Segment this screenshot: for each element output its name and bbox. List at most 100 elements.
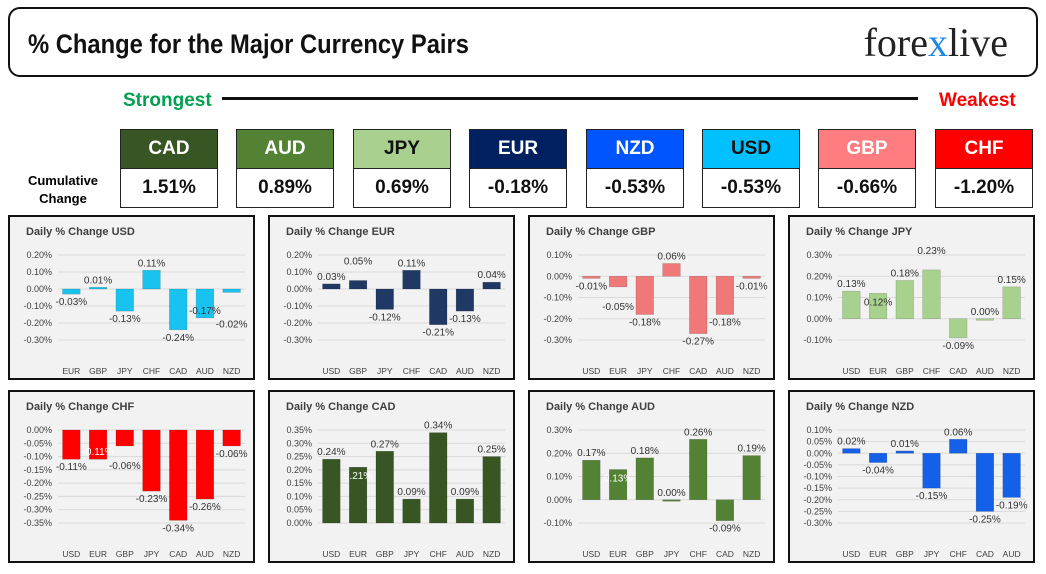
y-tick-label: -0.20%: [283, 318, 312, 328]
x-tick-label: CHF: [923, 366, 940, 376]
x-tick-label: JPY: [144, 549, 160, 559]
x-tick-label: JPY: [924, 549, 940, 559]
chart-gbp: Daily % Change GBP 0.10% 0.00% -0.10% -0.20%…: [528, 215, 775, 380]
x-tick-label: CAD: [429, 366, 447, 376]
chart-title: Daily % Change CAD: [286, 401, 395, 413]
y-tick-label: 0.20%: [806, 271, 832, 281]
cumulative-value: 0.89%: [236, 169, 334, 208]
bar-chf: [689, 439, 708, 500]
data-label: -0.02%: [216, 319, 248, 330]
y-tick-label: -0.25%: [23, 491, 52, 501]
bar-eur: [869, 453, 888, 463]
bar-gbp: [115, 429, 134, 447]
chart-title: Daily % Change NZD: [806, 401, 914, 413]
x-tick-label: EUR: [869, 366, 887, 376]
weakest-label: Weakest: [939, 90, 1016, 111]
y-tick-label: -0.20%: [23, 318, 52, 328]
y-tick-label: -0.20%: [23, 478, 52, 488]
x-tick-label: CHF: [663, 366, 680, 376]
y-tick-label: 0.05%: [806, 437, 832, 447]
bar-cad: [689, 276, 708, 334]
y-tick-label: 0.10%: [806, 293, 832, 303]
bar-aud: [1002, 453, 1021, 498]
y-tick-label: -0.30%: [803, 518, 832, 528]
y-tick-label: 0.20%: [26, 250, 52, 260]
x-tick-label: NZD: [483, 549, 500, 559]
currency-box-cad: CAD 1.51%: [120, 129, 218, 208]
currency-box-eur: EUR -0.18%: [469, 129, 567, 208]
y-tick-label: 0.00%: [806, 448, 832, 458]
data-label: -0.25%: [969, 514, 1001, 525]
y-tick-label: 0.10%: [286, 491, 312, 501]
x-tick-label: GBP: [896, 366, 914, 376]
y-tick-label: 0.00%: [286, 518, 312, 528]
bar-cad: [169, 288, 188, 331]
bar-jpy: [662, 499, 681, 502]
cumulative-change-label: Cumulative Change: [27, 173, 99, 206]
y-tick-label: -0.25%: [803, 506, 832, 516]
page-title: % Change for the Major Currency Pairs: [28, 29, 469, 59]
y-tick-label: -0.10%: [803, 335, 832, 345]
bar-eur: [609, 276, 628, 288]
data-label: -0.12%: [369, 312, 401, 323]
chart-title: Daily % Change CHF: [26, 401, 134, 413]
bar-chf: [922, 269, 941, 319]
y-tick-label: 0.30%: [806, 250, 832, 260]
x-tick-label: USD: [62, 549, 80, 559]
bar-gbp: [349, 280, 368, 290]
y-tick-label: -0.15%: [23, 465, 52, 475]
y-tick-label: 0.15%: [286, 478, 312, 488]
y-tick-label: -0.10%: [543, 518, 572, 528]
bar-aud: [195, 429, 214, 500]
forexlive-logo: forexlive: [863, 20, 1008, 65]
bar-usd: [322, 458, 341, 524]
bar-usd: [62, 429, 81, 460]
y-tick-label: -0.30%: [543, 335, 572, 345]
x-tick-label: CAD: [976, 549, 994, 559]
data-label: -0.21%: [422, 328, 454, 339]
x-tick-label: CHF: [143, 366, 160, 376]
data-label: 0.00%: [657, 488, 685, 499]
x-tick-label: USD: [842, 549, 860, 559]
x-tick-label: EUR: [609, 366, 627, 376]
data-label: 0.15%: [997, 275, 1025, 286]
bar-nzd: [742, 455, 761, 500]
bar-cad: [169, 429, 188, 521]
y-tick-label: 0.00%: [546, 271, 572, 281]
data-label: 0.34%: [424, 421, 452, 432]
data-label: 0.23%: [917, 246, 945, 257]
x-tick-label: JPY: [637, 366, 653, 376]
currency-box-jpy: JPY 0.69%: [353, 129, 451, 208]
y-tick-label: 0.20%: [286, 465, 312, 475]
bar-eur: [89, 429, 108, 460]
currency-box-gbp: GBP -0.66%: [818, 129, 916, 208]
data-label: -0.26%: [189, 502, 221, 513]
data-label: -0.01%: [736, 281, 768, 292]
x-tick-label: USD: [322, 549, 340, 559]
y-tick-label: -0.20%: [543, 314, 572, 324]
x-tick-label: JPY: [117, 366, 133, 376]
data-label: -0.15%: [916, 491, 948, 502]
y-tick-label: 0.10%: [806, 425, 832, 435]
data-label: 0.18%: [631, 446, 659, 457]
bar-jpy: [402, 498, 421, 524]
currency-box-aud: AUD 0.89%: [236, 129, 334, 208]
chart-cad: Daily % Change CAD 0.35% 0.30% 0.25% 0.20% 0.…: [268, 390, 515, 563]
x-tick-label: AUD: [976, 366, 994, 376]
currency-code: NZD: [586, 129, 684, 169]
y-tick-label: 0.20%: [286, 250, 312, 260]
currency-code: CHF: [935, 129, 1033, 169]
x-tick-label: CHF: [403, 366, 420, 376]
currency-code: AUD: [236, 129, 334, 169]
x-tick-label: GBP: [896, 549, 914, 559]
x-tick-label: AUD: [456, 366, 474, 376]
data-label: 0.09%: [451, 487, 479, 498]
x-tick-label: AUD: [196, 549, 214, 559]
y-tick-label: 0.00%: [26, 284, 52, 294]
y-tick-label: 0.00%: [546, 495, 572, 505]
currency-code: EUR: [469, 129, 567, 169]
strongest-label: Strongest: [123, 90, 212, 111]
bar-nzd: [742, 276, 761, 279]
cumulative-value: 1.51%: [120, 169, 218, 208]
data-label: -0.01%: [576, 281, 608, 292]
